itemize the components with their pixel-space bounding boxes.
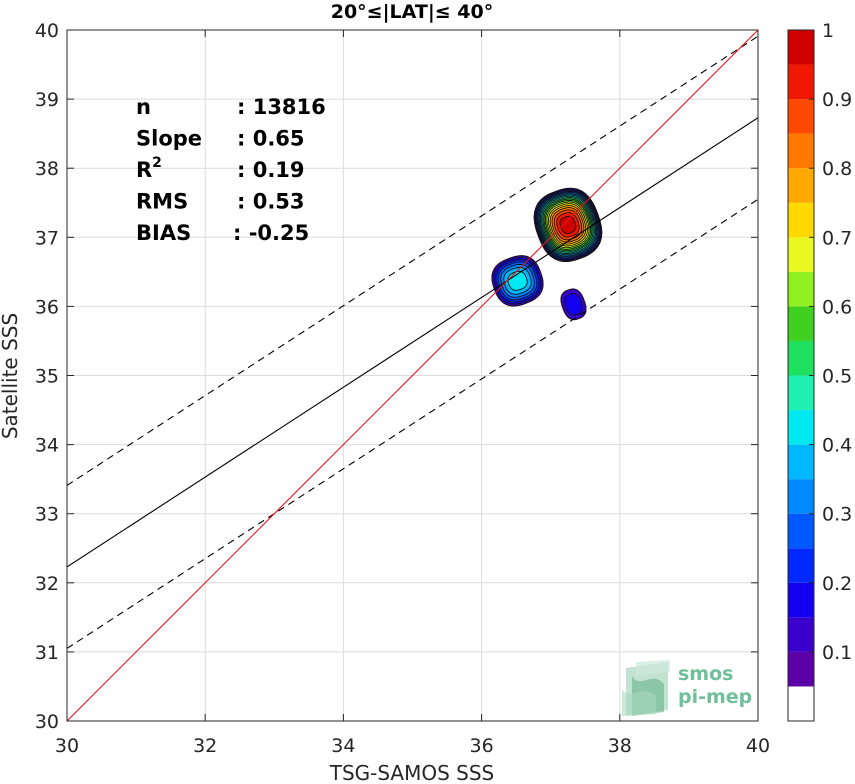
lower-bound-line bbox=[67, 198, 758, 649]
colorbar-tick-label-4: 0.5 bbox=[822, 366, 852, 388]
stat-label-1: Slope bbox=[136, 127, 202, 151]
colorbar-segment-18 bbox=[788, 64, 814, 100]
colorbar-segment-14 bbox=[788, 202, 814, 238]
stat-value-0: : 13816 bbox=[237, 95, 326, 119]
colorbar-segment-2 bbox=[788, 617, 814, 652]
stat-label-4: BIAS bbox=[136, 221, 191, 245]
smos-pi-mep-logo: smos pi-mep bbox=[622, 660, 752, 716]
colorbar-tick-label-8: 0.9 bbox=[822, 89, 852, 111]
upper-bound-line bbox=[67, 35, 758, 486]
chart-title: 20°≤|LAT|≤ 40° bbox=[331, 1, 494, 23]
colorbar-segment-13 bbox=[788, 237, 814, 272]
colorbar-segment-5 bbox=[788, 513, 814, 549]
y-tick-label-7: 37 bbox=[35, 227, 59, 249]
grid bbox=[66, 29, 759, 722]
colorbar-segment-10 bbox=[788, 340, 814, 376]
colorbar-tick-label-7: 0.8 bbox=[822, 158, 852, 180]
y-axis-ticks: 30 31 32 33 34 35 36 37 38 39 40 bbox=[35, 20, 758, 733]
x-tick-label-3: 36 bbox=[470, 735, 494, 757]
x-tick-label-5: 40 bbox=[746, 735, 770, 757]
x-tick-label-4: 38 bbox=[608, 735, 632, 757]
y-tick-label-8: 38 bbox=[35, 158, 59, 180]
colorbar-tick-label-1: 0.2 bbox=[822, 573, 852, 595]
colorbar-segment-1 bbox=[788, 651, 814, 687]
stat-value-2: : 0.19 bbox=[237, 158, 305, 182]
colorbar-segment-8 bbox=[788, 410, 814, 445]
colorbar-segment-15 bbox=[788, 168, 814, 203]
stat-value-1: : 0.65 bbox=[237, 127, 305, 151]
colorbar-segment-17 bbox=[788, 99, 814, 134]
colorbar-segment-11 bbox=[788, 306, 814, 341]
x-tick-label-0: 30 bbox=[55, 735, 79, 757]
fit-lines bbox=[67, 30, 758, 721]
colorbar-tick-label-6: 0.7 bbox=[822, 227, 852, 249]
stat-label-0: n bbox=[136, 95, 151, 119]
identity-line bbox=[67, 30, 758, 721]
y-tick-label-4: 34 bbox=[35, 435, 59, 457]
colorbar-segment-6 bbox=[788, 479, 814, 514]
colorbar-tick-label-0: 0.1 bbox=[822, 642, 852, 664]
colorbar-segment-9 bbox=[788, 375, 814, 411]
stat-value-4: : -0.25 bbox=[233, 221, 309, 245]
y-tick-label-2: 32 bbox=[35, 573, 59, 595]
y-tick-label-6: 36 bbox=[35, 296, 59, 318]
regression-line bbox=[67, 117, 758, 568]
stat-label-2: R2 bbox=[136, 155, 162, 182]
colorbar-tick-label-5: 0.6 bbox=[822, 296, 852, 318]
stats-box: n : 13816 Slope : 0.65 R2 : 0.19 RMS : 0.53 BIAS… bbox=[136, 95, 326, 245]
colorbar-tick-label-9: 1 bbox=[822, 20, 834, 42]
stat-label-sup-2: 2 bbox=[152, 155, 162, 171]
y-tick-label-1: 31 bbox=[35, 642, 59, 664]
colorbar: 0.1 0.2 0.3 0.4 0.5 0.6 0.7 0.8 0.9 1 bbox=[787, 20, 852, 722]
x-tick-label-1: 32 bbox=[193, 735, 217, 757]
x-axis-label: TSG-SAMOS SSS bbox=[329, 761, 495, 784]
stat-value-3: : 0.53 bbox=[237, 190, 305, 214]
logo-line2: pi-mep bbox=[678, 686, 752, 708]
y-tick-label-3: 33 bbox=[35, 504, 59, 526]
stat-label-3: RMS bbox=[136, 190, 188, 214]
colorbar-segment-16 bbox=[788, 133, 814, 169]
colorbar-tick-label-2: 0.3 bbox=[822, 504, 852, 526]
x-tick-label-2: 34 bbox=[331, 735, 355, 757]
y-tick-label-5: 35 bbox=[35, 366, 59, 388]
y-axis-label: Satellite SSS bbox=[0, 313, 22, 439]
density-contours bbox=[491, 187, 603, 321]
density-cluster-2-level-3 bbox=[564, 293, 583, 316]
y-tick-label-10: 40 bbox=[35, 20, 59, 42]
colorbar-segment-3 bbox=[788, 582, 814, 618]
colorbar-segment-19 bbox=[788, 30, 814, 65]
colorbar-segment-0 bbox=[788, 686, 814, 721]
x-axis-ticks: 30 32 34 36 38 40 bbox=[55, 30, 770, 757]
y-tick-label-9: 39 bbox=[35, 89, 59, 111]
colorbar-segment-4 bbox=[788, 548, 814, 583]
logo-line1: smos bbox=[678, 663, 733, 685]
y-tick-label-0: 30 bbox=[35, 711, 59, 733]
colorbar-segment-12 bbox=[788, 271, 814, 307]
logo-wave-icon bbox=[622, 660, 670, 716]
colorbar-segment-7 bbox=[788, 444, 814, 480]
colorbar-tick-label-3: 0.4 bbox=[822, 435, 852, 457]
